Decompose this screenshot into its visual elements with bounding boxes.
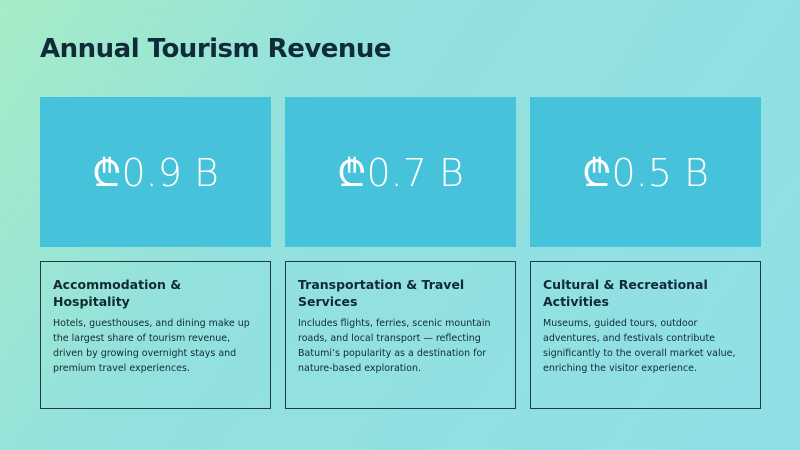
card-description: Includes flights, ferries, scenic mounta… bbox=[298, 318, 491, 374]
card-heading: Transportation & Travel Services bbox=[298, 277, 465, 309]
value-box: ₾0.9 B bbox=[40, 97, 271, 247]
card: ₾0.7 B Transportation & Travel Services In… bbox=[285, 97, 516, 409]
card-info: Cultural & Recreational Activities Museum… bbox=[530, 261, 761, 409]
card: ₾0.5 B Cultural & Recreational Activities… bbox=[530, 97, 761, 409]
card-value: ₾0.5 B bbox=[582, 151, 709, 195]
card-info: Transportation & Travel Services Includes… bbox=[285, 261, 516, 409]
card-heading: Cultural & Recreational Activities bbox=[543, 277, 708, 309]
card-description: Hotels, guesthouses, and dining make up … bbox=[53, 318, 250, 374]
card-value: ₾0.7 B bbox=[337, 151, 464, 195]
slide-title: Annual Tourism Revenue bbox=[40, 34, 392, 64]
card-info: Accommodation & Hospitality Hotels, guest… bbox=[40, 261, 271, 409]
card: ₾0.9 B Accommodation & Hospitality Hotels,… bbox=[40, 97, 271, 409]
value-box: ₾0.7 B bbox=[285, 97, 516, 247]
value-box: ₾0.5 B bbox=[530, 97, 761, 247]
card-heading: Accommodation & Hospitality bbox=[53, 277, 182, 309]
card-value: ₾0.9 B bbox=[92, 151, 219, 195]
card-description: Museums, guided tours, outdoor adventure… bbox=[543, 318, 736, 374]
